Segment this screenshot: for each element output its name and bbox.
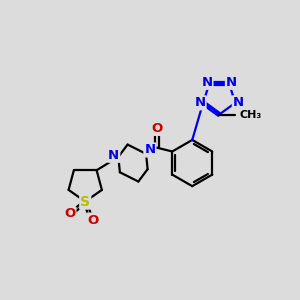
Text: N: N [201, 76, 212, 89]
Text: CH₃: CH₃ [240, 110, 262, 119]
Text: O: O [64, 207, 76, 220]
Text: N: N [233, 96, 244, 109]
Text: N: N [108, 149, 119, 162]
Text: O: O [87, 214, 99, 226]
Text: N: N [144, 143, 155, 157]
Text: O: O [151, 122, 163, 135]
Text: S: S [80, 195, 90, 208]
Text: N: N [194, 96, 206, 109]
Text: N: N [226, 76, 237, 89]
